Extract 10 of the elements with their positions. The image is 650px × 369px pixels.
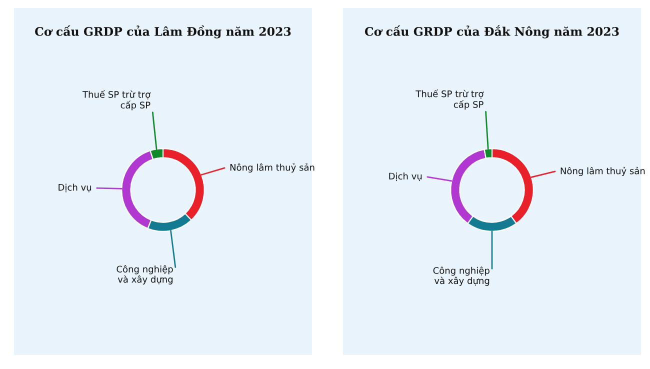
slice-label: Dịch vụ — [389, 172, 422, 182]
slice-label: Nông lâm thuỷ sản — [230, 163, 314, 172]
slice-label: Thuế SP trừ trợ cấp SP — [82, 90, 150, 110]
slice-label: Thuế SP trừ trợ cấp SP — [416, 89, 484, 110]
chart-title: Cơ cấu GRDP của Đắk Nông năm 2023 — [364, 25, 619, 38]
slice-label: Công nghiệp và xây dựng — [116, 265, 173, 284]
slice-label: Dịch vụ — [58, 184, 92, 192]
chart-title: Cơ cấu GRDP của Lâm Đồng năm 2023 — [35, 25, 291, 38]
slice-label: Nông lâm thuỷ sản — [560, 166, 645, 176]
slice-label: Công nghiệp và xây dựng — [433, 266, 490, 286]
